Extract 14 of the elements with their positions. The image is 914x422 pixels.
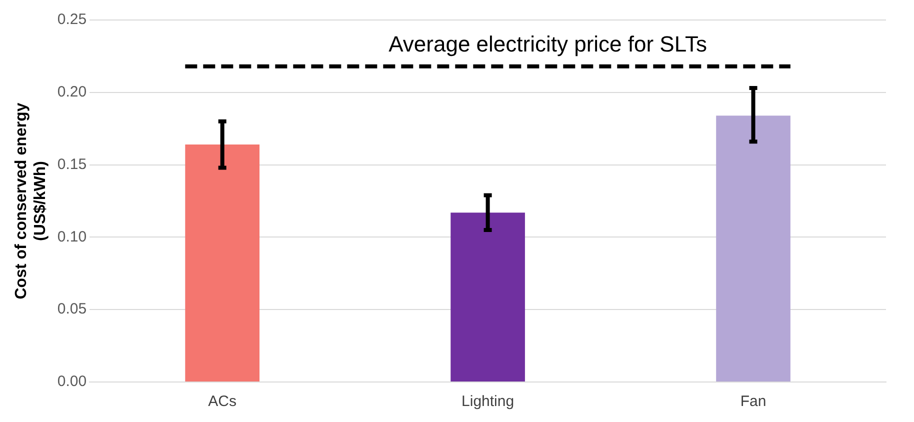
bar [450,212,525,382]
y-tick-label: 0.10 [57,228,87,246]
y-tick-label: 0.20 [57,84,87,101]
x-tick-label: ACs [208,393,236,410]
ref-line-label: Average electricity price for SLTs [388,31,707,56]
y-tick-label: 0.05 [57,300,87,318]
y-axis-title: Cost of conserved energy (US$/kWh) [13,102,50,300]
bar [716,116,790,382]
y-tick-label: 0.00 [57,373,87,390]
y-tick-label: 0.15 [57,156,87,173]
x-tick-label: Fan [740,393,766,410]
x-tick-label: Lighting [462,393,514,410]
bar [185,144,260,382]
y-tick-label: 0.25 [57,11,87,28]
